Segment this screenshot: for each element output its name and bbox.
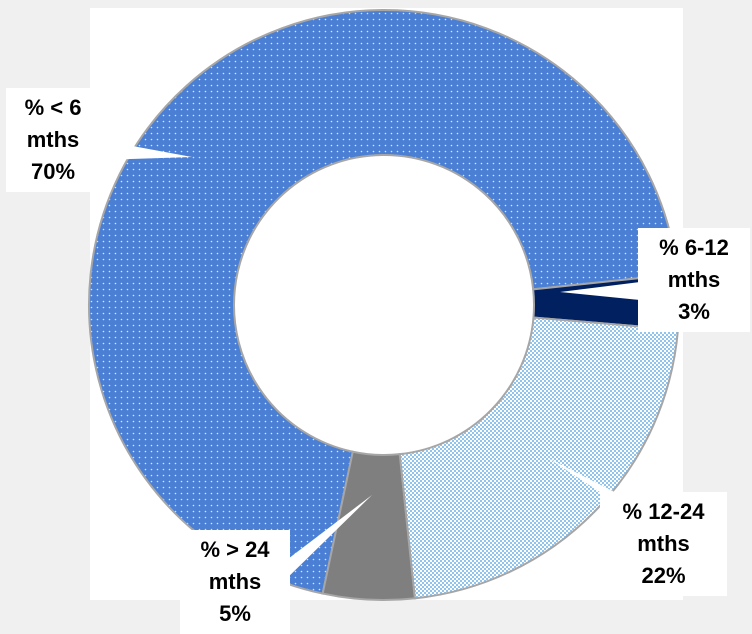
label-category: % > 24 mths — [200, 537, 270, 594]
data-label: % < 6 mths 70% — [6, 88, 100, 192]
data-label: % 6-12 mths 3% — [638, 228, 750, 332]
donut-slice — [321, 450, 416, 601]
label-category: % < 6 mths — [24, 95, 82, 152]
label-category: % 6-12 mths — [659, 235, 729, 292]
data-label: % > 24 mths 5% — [180, 530, 290, 634]
donut-slice — [88, 9, 679, 595]
label-value: 70% — [30, 159, 76, 184]
donut-slice — [398, 316, 680, 600]
callout-pointer — [100, 140, 192, 160]
label-category: % 12-24 mths — [622, 499, 705, 556]
data-label: % 12-24 mths 22% — [600, 492, 727, 596]
label-value: 22% — [641, 563, 686, 588]
callouts — [100, 140, 640, 585]
callout-pointer — [560, 282, 640, 300]
label-value: 3% — [678, 299, 710, 324]
callout-pointer — [548, 458, 630, 500]
callout-pointer — [280, 495, 372, 585]
label-value: 5% — [219, 601, 251, 626]
